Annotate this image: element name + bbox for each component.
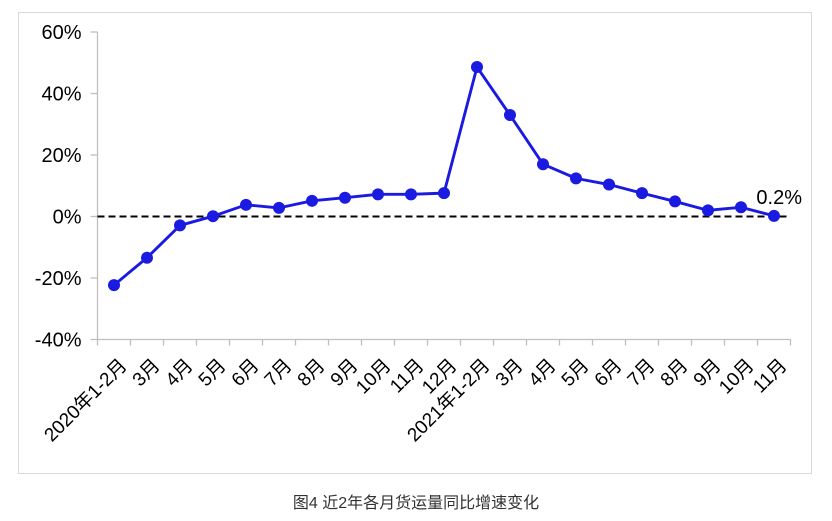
data-point [636,187,648,200]
data-point [570,172,582,185]
x-tick-label: 7月 [261,355,297,391]
data-point [339,191,351,204]
data-point [504,109,516,122]
data-point [603,178,615,191]
data-point [273,201,285,214]
x-tick-label: 8月 [657,355,693,391]
x-tick-label: 5月 [558,355,594,391]
y-tick-label: 40% [41,84,81,106]
data-point [768,209,780,222]
x-tick-label: 10月 [715,355,758,398]
x-tick-label: 11月 [749,355,791,397]
data-point [207,210,219,223]
data-point [735,201,747,214]
data-point [306,194,318,207]
data-point [702,204,714,217]
data-point [438,187,450,200]
data-point-label: 0.2% [756,187,802,209]
x-tick-label: 6月 [591,355,627,391]
y-tick-label: 60% [41,22,81,44]
x-tick-label: 4月 [162,355,198,391]
x-tick-label: 11月 [386,355,428,397]
data-point [141,251,153,264]
chart-frame [18,12,812,474]
data-point [372,188,384,201]
data-point [471,61,483,74]
x-tick-label: 3月 [129,355,165,391]
data-point [174,219,186,232]
x-tick-label: 7月 [624,355,660,391]
data-point [537,158,549,171]
x-tick-label: 8月 [294,355,330,391]
chart-caption: 图4 近2年各月货运量同比增速变化 [292,495,540,512]
y-tick-label: 20% [41,145,81,167]
data-line [113,65,775,287]
y-tick-label: 0% [53,207,82,229]
y-tick-label: -20% [35,268,82,290]
x-tick-label: 4月 [525,355,561,391]
x-tick-label: 10月 [352,355,395,398]
y-tick-label: -40% [35,330,82,352]
x-tick-label: 5月 [195,355,231,391]
data-point [108,279,120,292]
data-point [240,198,252,211]
x-tick-label: 3月 [492,355,528,391]
data-point [405,188,417,201]
data-point [669,195,681,208]
x-tick-label: 6月 [228,355,264,391]
x-tick-label: 2020年1-2月 [40,354,132,446]
